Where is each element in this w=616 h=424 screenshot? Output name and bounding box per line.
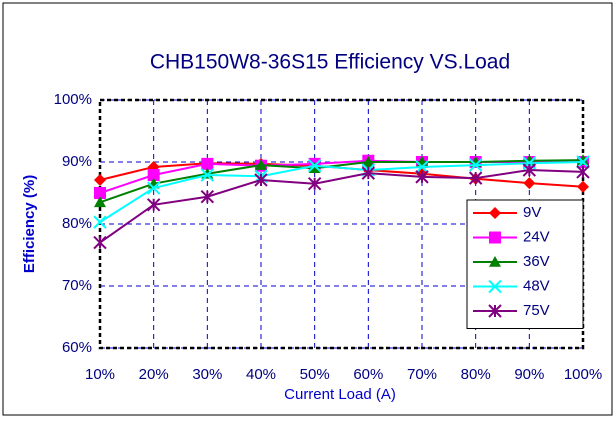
x-tick-label: 50% (300, 366, 330, 383)
marker (254, 173, 268, 187)
x-tick-label: 20% (139, 366, 169, 383)
y-tick-label: 80% (62, 215, 92, 232)
series-line (99, 159, 584, 204)
marker (147, 169, 160, 182)
legend-label: 48V (523, 277, 550, 294)
marker (576, 165, 590, 179)
marker (468, 171, 483, 185)
x-tick-label: 80% (461, 366, 491, 383)
x-tick-label: 10% (85, 366, 115, 383)
y-tick-label: 90% (62, 153, 92, 170)
marker (255, 159, 267, 170)
marker (415, 160, 429, 174)
marker (522, 163, 537, 177)
marker (307, 159, 322, 173)
marker (94, 196, 106, 208)
legend-label: 9V (523, 204, 541, 221)
marker (488, 304, 502, 318)
x-axis-label: Current Load (A) (284, 386, 396, 403)
x-tick-label: 60% (353, 366, 383, 383)
marker (362, 156, 375, 167)
marker (488, 279, 502, 294)
marker (308, 162, 321, 173)
marker (489, 256, 501, 267)
legend-label: 36V (523, 253, 550, 270)
x-tick-label: 70% (407, 366, 437, 383)
x-tick-label: 40% (246, 366, 276, 383)
marker (489, 231, 501, 244)
y-tick-label: 70% (62, 277, 92, 294)
y-axis-label: Efficiency (%) (21, 175, 38, 273)
marker (489, 207, 501, 219)
marker (94, 187, 106, 199)
marker (93, 215, 107, 229)
y-tick-label: 100% (54, 91, 92, 108)
marker (361, 166, 376, 180)
series-line (99, 161, 584, 223)
plot-border (98, 98, 585, 350)
marker (577, 180, 589, 193)
x-tick-label: 100% (564, 366, 602, 383)
x-tick-label: 30% (192, 366, 222, 383)
marker (94, 173, 106, 186)
series-line (99, 169, 584, 244)
legend-box (466, 199, 584, 329)
marker (415, 170, 429, 184)
marker (146, 181, 161, 195)
legend-label: 24V (523, 228, 550, 245)
x-tick-label: 90% (514, 366, 544, 383)
marker (201, 157, 214, 170)
marker (200, 168, 215, 182)
marker (576, 155, 590, 169)
marker (200, 190, 215, 204)
y-tick-label: 60% (62, 339, 92, 356)
marker (468, 158, 483, 172)
marker (307, 176, 322, 191)
marker (146, 198, 161, 212)
chart-title: CHB150W8-36S15 Efficiency VS.Load (150, 51, 510, 74)
marker (523, 177, 536, 190)
legend-label: 75V (523, 302, 550, 319)
marker (93, 235, 107, 250)
